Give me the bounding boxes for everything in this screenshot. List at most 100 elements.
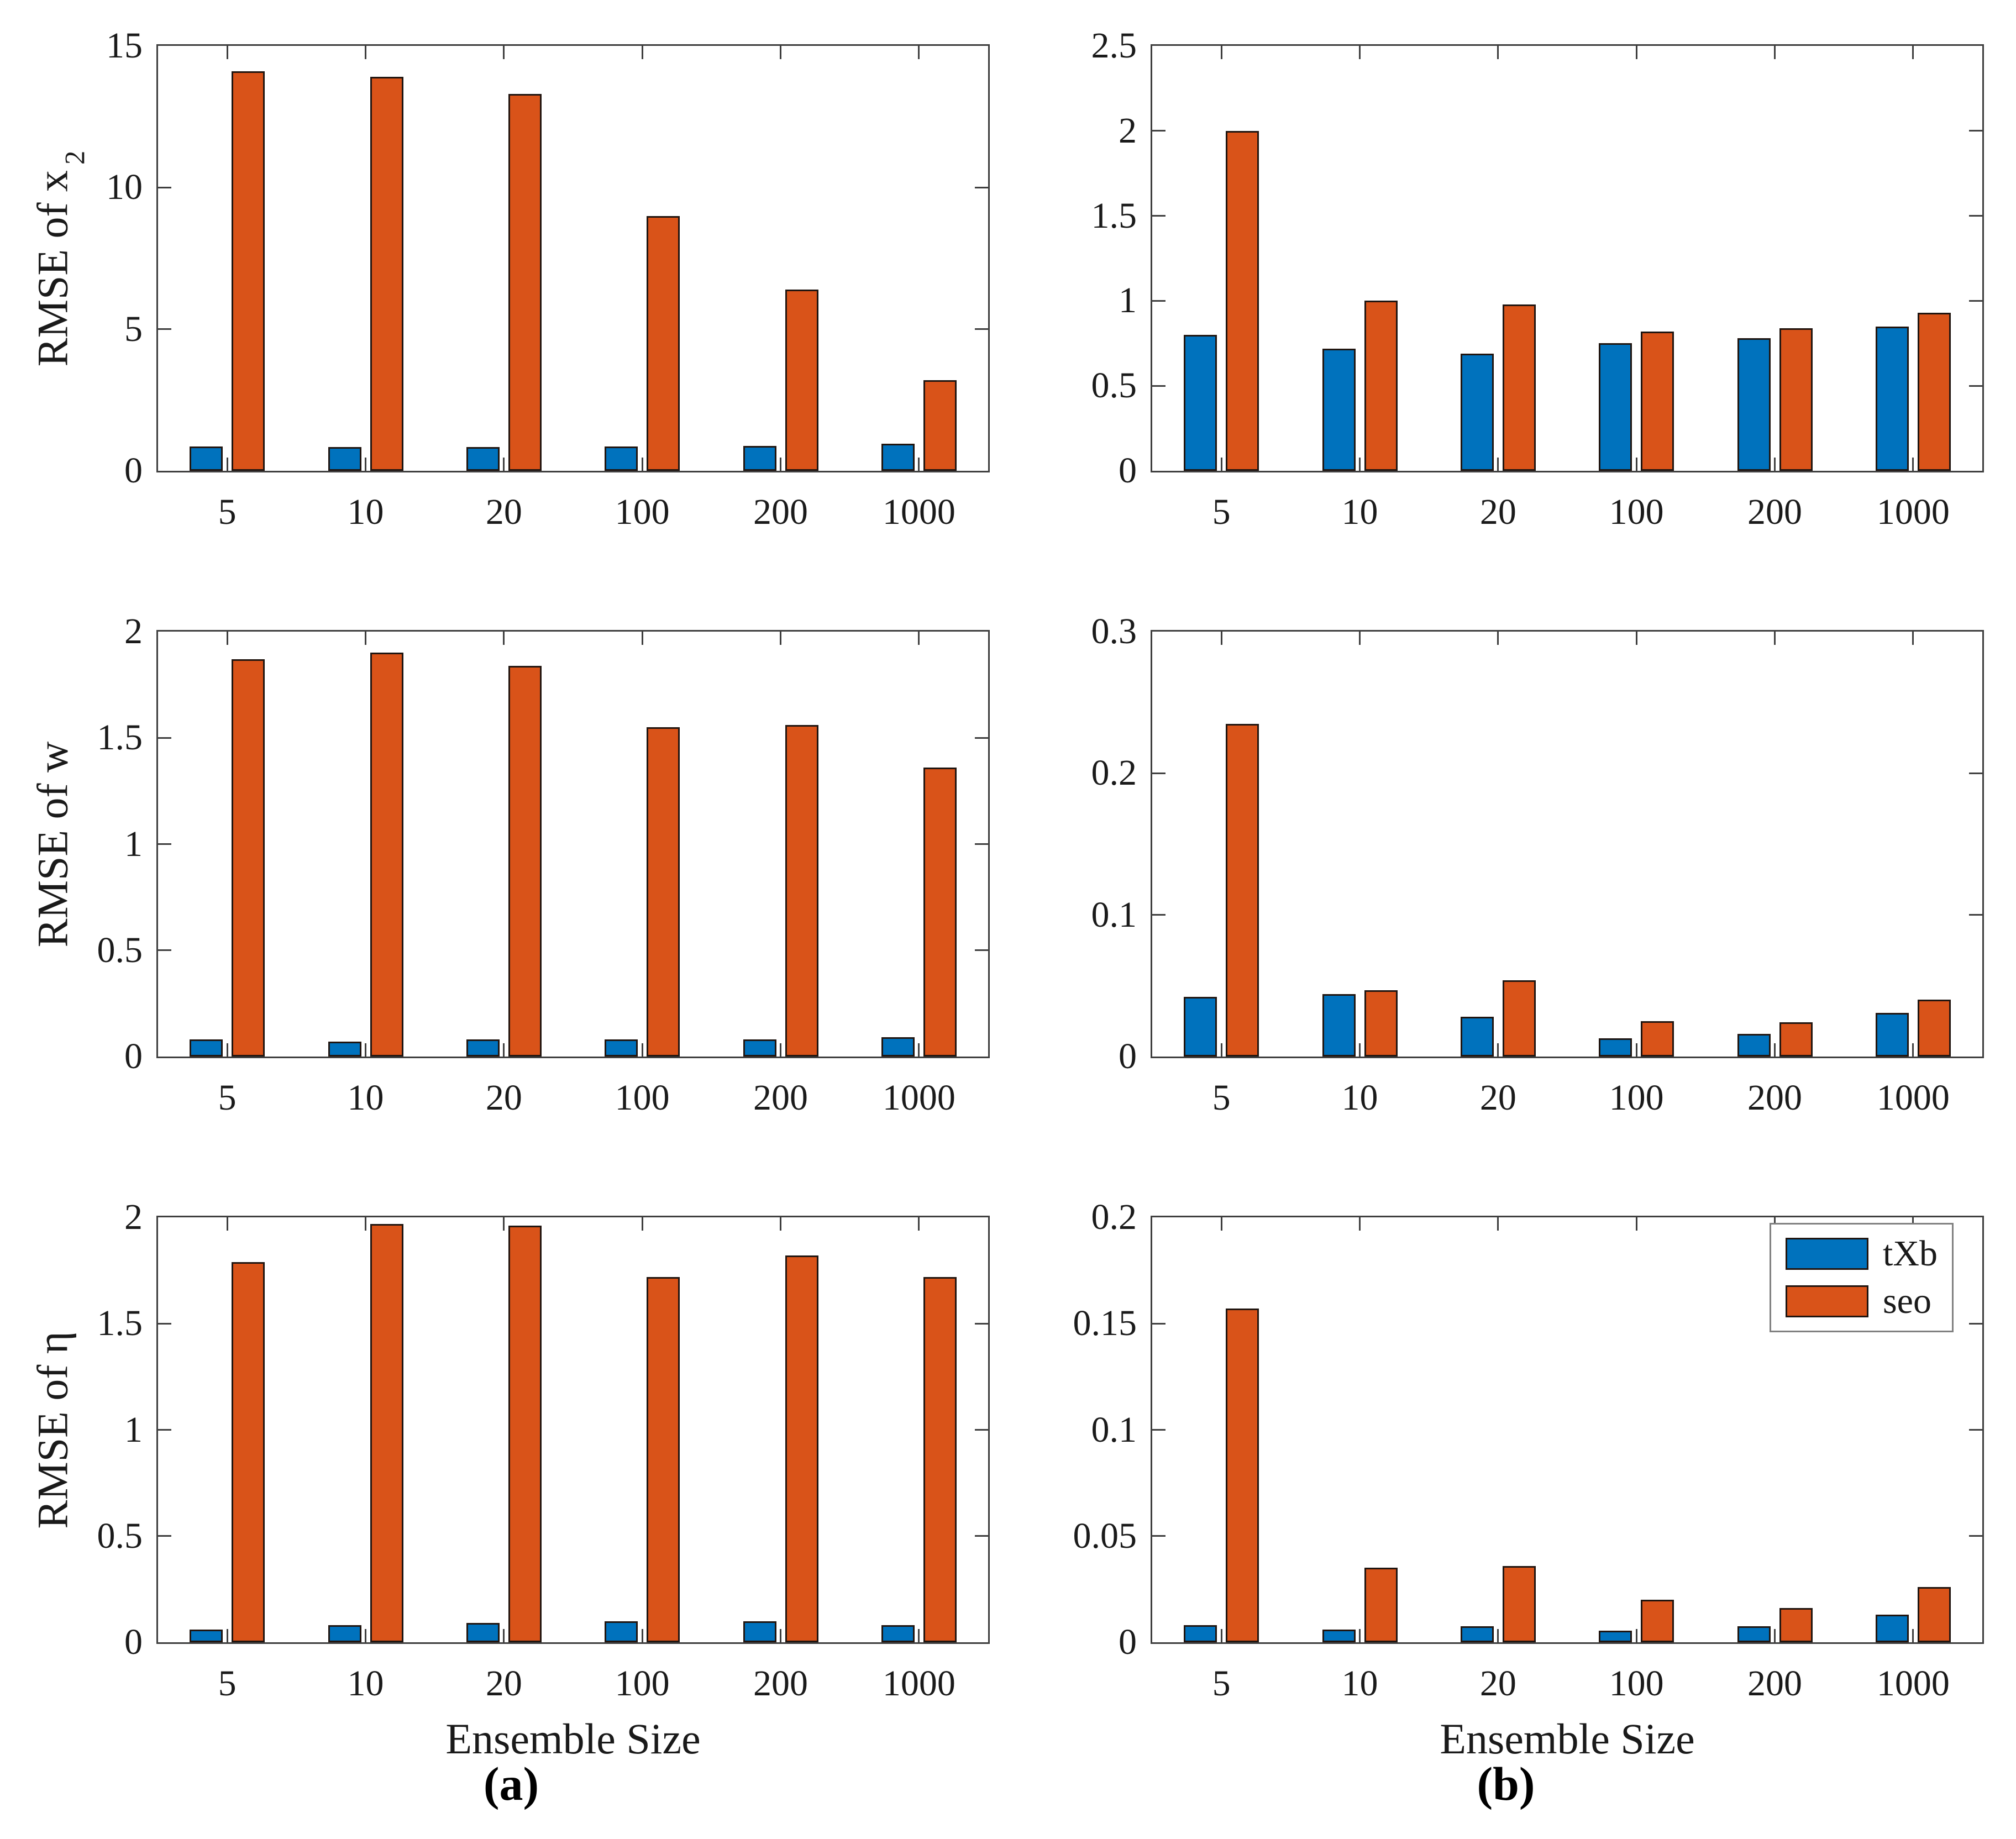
bar-b2-seo-5 <box>1226 723 1259 1057</box>
x-tick-mark <box>1774 46 1776 59</box>
y-tick-mark <box>1152 300 1166 302</box>
y-tick-label: 1.5 <box>1091 195 1137 236</box>
y-axis-label-text: RMSE of η <box>28 1331 76 1529</box>
legend-label-seo: seo <box>1883 1281 1931 1321</box>
legend-entry-seo: seo <box>1786 1283 1938 1320</box>
x-tick-mark <box>918 46 920 59</box>
x-tick-label: 1000 <box>1876 492 1950 532</box>
y-axis-label-a1: RMSE of x 2 <box>22 44 90 472</box>
bar-b3-tXb-5 <box>1184 1625 1217 1642</box>
bar-a3-tXb-10 <box>328 1625 361 1642</box>
y-tick-mark <box>1969 914 1982 916</box>
y-tick-label: 1 <box>124 1409 143 1450</box>
x-tick-mark <box>1635 1043 1637 1057</box>
y-tick-mark <box>1152 772 1166 774</box>
x-tick-mark <box>365 46 366 59</box>
x-tick-label: 10 <box>347 1078 384 1118</box>
x-tick-mark <box>641 1043 643 1057</box>
x-tick-mark <box>503 458 505 471</box>
y-tick-mark <box>158 1429 171 1431</box>
x-tick-label: 200 <box>753 1663 808 1704</box>
bar-a1-tXb-5 <box>190 446 223 471</box>
bar-a2-seo-20 <box>508 665 542 1057</box>
x-tick-mark <box>1220 632 1222 645</box>
x-tick-mark <box>365 1043 366 1057</box>
x-tick-mark <box>1635 458 1637 471</box>
x-tick-label: 20 <box>485 1663 522 1704</box>
bar-b2-tXb-5 <box>1184 997 1217 1057</box>
x-tick-mark <box>918 632 920 645</box>
y-tick-mark <box>158 1535 171 1537</box>
y-tick-label: 1.5 <box>97 1303 143 1344</box>
bar-b3-seo-20 <box>1502 1565 1536 1642</box>
y-tick-label: 0 <box>124 1622 143 1662</box>
bar-b2-tXb-10 <box>1322 994 1356 1057</box>
y-tick-mark <box>975 1535 988 1537</box>
x-tick-label: 200 <box>1747 1078 1802 1118</box>
y-tick-label: 0 <box>1119 450 1137 491</box>
x-axis-label-a3: Ensemble Size <box>445 1715 701 1763</box>
x-tick-label: 5 <box>218 1078 237 1118</box>
x-tick-mark <box>780 458 781 471</box>
x-tick-mark <box>1774 1043 1776 1057</box>
x-tick-mark <box>365 632 366 645</box>
bar-a1-seo-5 <box>232 71 265 471</box>
x-tick-mark <box>226 1629 228 1642</box>
x-tick-mark <box>780 1217 781 1231</box>
x-tick-mark <box>1359 1217 1361 1231</box>
y-tick-label: 0.5 <box>97 929 143 970</box>
x-tick-mark <box>1497 1043 1499 1057</box>
bar-b3-tXb-200 <box>1737 1626 1771 1642</box>
legend-entry-tXb: tXb <box>1786 1236 1938 1272</box>
bar-b1-seo-1000 <box>1917 312 1951 471</box>
bar-b1-seo-20 <box>1502 304 1536 471</box>
x-tick-label: 200 <box>1747 1663 1802 1704</box>
bar-a2-seo-10 <box>370 653 403 1057</box>
legend-label-tXb: tXb <box>1883 1233 1938 1274</box>
x-tick-label: 20 <box>1479 1078 1516 1118</box>
y-tick-label: 2 <box>124 1197 143 1237</box>
x-tick-label: 20 <box>485 492 522 532</box>
x-tick-mark <box>780 46 781 59</box>
x-tick-mark <box>641 458 643 471</box>
x-tick-mark <box>1774 1629 1776 1642</box>
x-tick-mark <box>1359 46 1361 59</box>
bar-a3-tXb-200 <box>743 1621 776 1642</box>
bar-a1-seo-10 <box>370 77 403 471</box>
bar-a2-tXb-100 <box>605 1039 638 1057</box>
y-tick-mark <box>1152 215 1166 217</box>
y-tick-mark <box>1969 300 1982 302</box>
bar-b3-tXb-1000 <box>1875 1615 1909 1642</box>
x-tick-mark <box>1635 1629 1637 1642</box>
y-tick-mark <box>158 1322 171 1325</box>
bar-a1-tXb-200 <box>743 445 776 471</box>
bar-a3-seo-20 <box>508 1226 542 1642</box>
bar-b2-seo-10 <box>1364 990 1398 1057</box>
y-tick-label: 0.05 <box>1073 1515 1137 1556</box>
x-tick-mark <box>1635 1217 1637 1231</box>
bar-b2-seo-1000 <box>1917 1000 1951 1057</box>
plot-area-a1: 5 10 20 100 200 1000 0 5 10 15 <box>106 25 990 532</box>
y-tick-label: 0.1 <box>1091 1409 1137 1450</box>
bar-b2-tXb-1000 <box>1875 1012 1909 1057</box>
x-tick-mark <box>365 1629 366 1642</box>
x-tick-mark <box>1912 1043 1914 1057</box>
y-tick-label: 5 <box>124 308 143 349</box>
bar-b2-tXb-100 <box>1599 1038 1632 1057</box>
x-tick-label: 5 <box>1212 1078 1231 1118</box>
y-axis-label-a3: RMSE of η <box>22 1216 83 1644</box>
x-tick-label: 100 <box>1609 492 1664 532</box>
x-tick-mark <box>1912 632 1914 645</box>
bar-b1-seo-5 <box>1226 130 1259 471</box>
y-axis-label-text: RMSE of w <box>28 741 76 947</box>
bar-b1-tXb-20 <box>1460 353 1494 471</box>
x-tick-mark <box>1220 1043 1222 1057</box>
x-tick-mark <box>365 458 366 471</box>
x-tick-mark <box>1359 458 1361 471</box>
y-tick-mark <box>158 949 171 952</box>
x-tick-mark <box>1497 632 1499 645</box>
y-axis-label-a2: RMSE of w <box>22 630 83 1058</box>
x-tick-mark <box>641 1629 643 1642</box>
legend-swatch-tXb <box>1786 1238 1868 1270</box>
x-tick-mark <box>1220 1629 1222 1642</box>
